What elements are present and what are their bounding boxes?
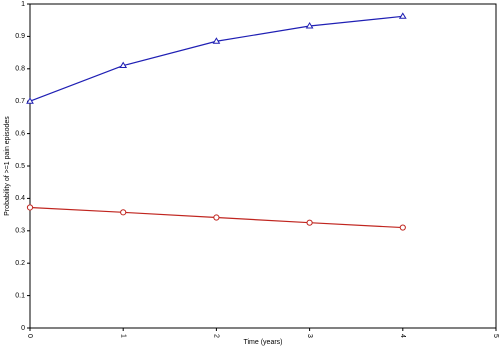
y-tick-label: 0.3 — [15, 228, 25, 235]
plot-frame — [29, 3, 497, 329]
x-tick-label: 3 — [306, 334, 313, 338]
marker — [305, 22, 314, 29]
marker — [212, 37, 221, 44]
marker — [26, 97, 34, 104]
y-tick-label: 0.1 — [15, 292, 25, 299]
y-tick-label: 0 — [21, 325, 25, 332]
y-tick-label: 0.6 — [15, 130, 25, 137]
marker — [399, 224, 406, 231]
y-tick-label: 0.8 — [15, 66, 25, 73]
marker — [398, 12, 407, 19]
x-tick-label: 1 — [119, 334, 126, 338]
y-tick-label: 0.2 — [15, 260, 25, 267]
series-line — [29, 15, 403, 102]
x-tick-label: 4 — [399, 334, 406, 338]
y-tick-label: 0.5 — [15, 163, 25, 170]
marker — [306, 219, 313, 226]
x-tick-label: 5 — [492, 334, 499, 338]
y-tick-label: 0.4 — [15, 195, 25, 202]
y-tick-label: 0.7 — [15, 98, 25, 105]
x-axis-label: Time (years) — [243, 339, 282, 346]
marker — [213, 214, 220, 221]
x-tick-label: 0 — [26, 334, 33, 338]
y-tick-label: 0.9 — [15, 33, 25, 40]
marker — [26, 204, 34, 211]
x-tick-label: 2 — [213, 334, 220, 338]
y-axis-label: Probability of >=1 pain episodes — [4, 116, 11, 216]
y-tick-label: 1 — [21, 1, 25, 8]
marker — [120, 209, 127, 216]
marker — [119, 61, 128, 69]
